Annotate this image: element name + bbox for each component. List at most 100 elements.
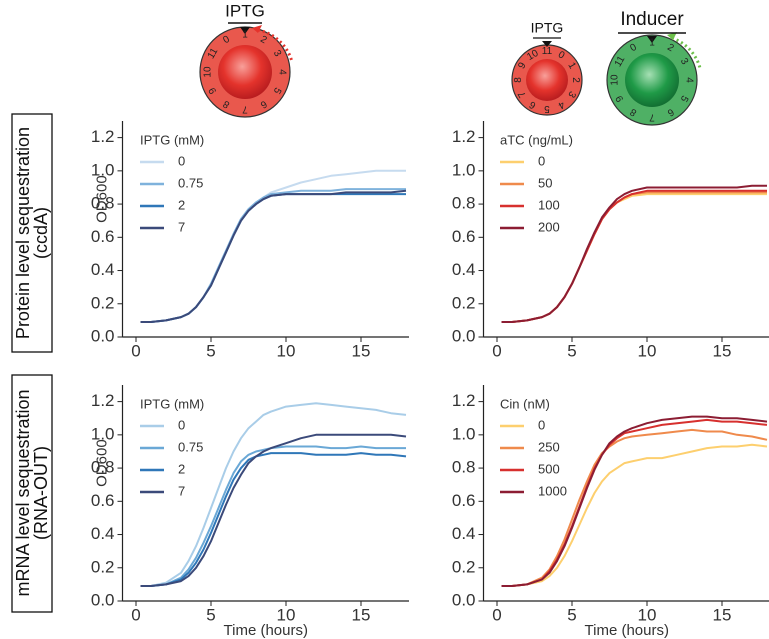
- dial-number: 7: [649, 111, 655, 122]
- y-tick-label: 0.8: [91, 194, 115, 213]
- dial-number: 6: [665, 106, 676, 119]
- series-line: [501, 415, 768, 587]
- dial-number: 7: [516, 89, 529, 100]
- legend-label: 0.75: [178, 439, 203, 454]
- x-tick-label: 10: [277, 605, 296, 624]
- y-axis-label: OD600: [93, 175, 110, 223]
- dial-number: 9: [207, 85, 220, 96]
- y-tick-label: 0.0: [91, 590, 115, 609]
- dial-number: 9: [614, 93, 627, 104]
- legend-label: 50: [538, 175, 552, 190]
- dial-number: 3: [565, 89, 578, 100]
- dial-number: 8: [513, 77, 524, 83]
- legend-label: 500: [538, 461, 560, 476]
- row-label-box: [11, 113, 53, 353]
- dial-number: 2: [258, 34, 269, 47]
- dial-number: 1: [565, 61, 578, 72]
- dial-number: 10: [203, 66, 214, 78]
- dial-number: 8: [628, 106, 639, 119]
- dial-number: 3: [678, 56, 691, 67]
- x-tick-label: 15: [352, 341, 371, 360]
- dial-number: 5: [544, 103, 550, 114]
- legend-label: 250: [538, 439, 560, 454]
- dial-number: 6: [527, 98, 538, 111]
- legend-label: 7: [178, 483, 185, 498]
- y-tick-label: 0.2: [452, 557, 476, 576]
- series-line: [140, 445, 406, 587]
- row-label: mRNA level sequestration: [13, 389, 33, 596]
- y-tick-label: 0.8: [452, 194, 476, 213]
- x-tick-label: 15: [713, 341, 732, 360]
- dial-title: IPTG: [225, 1, 265, 20]
- y-tick-label: 1.2: [91, 391, 115, 410]
- y-tick-label: 1.0: [91, 424, 115, 443]
- legend-label: 7: [178, 219, 185, 234]
- y-tick-label: 0.8: [91, 458, 115, 477]
- y-tick-label: 0.6: [452, 227, 476, 246]
- dial-number: 4: [556, 98, 567, 111]
- y-tick-label: 1.2: [91, 127, 115, 146]
- dial-number: 8: [221, 98, 232, 111]
- x-tick-label: 5: [567, 605, 576, 624]
- dial-green: [606, 32, 702, 126]
- series-line: [140, 402, 407, 587]
- y-tick-label: 0.6: [91, 227, 115, 246]
- series-line: [501, 184, 767, 323]
- y-tick-label: 0.0: [452, 326, 476, 345]
- y-tick-label: 1.2: [452, 391, 476, 410]
- dial-number: 0: [221, 34, 232, 47]
- dial-title: IPTG: [531, 20, 564, 36]
- y-tick-label: 0.4: [91, 524, 115, 543]
- dial-number: 11: [542, 46, 553, 57]
- y-axis-label: OD600: [93, 439, 110, 487]
- y-tick-label: 1.0: [452, 424, 476, 443]
- dial-title: Inducer: [620, 9, 684, 30]
- legend-label: 2: [178, 197, 185, 212]
- y-tick-label: 0.4: [452, 260, 476, 279]
- dial-number: 0: [556, 49, 567, 62]
- legend-label: 1000: [538, 483, 567, 498]
- y-tick-label: 1.2: [452, 127, 476, 146]
- series-line: [140, 189, 407, 323]
- x-tick-label: 10: [638, 605, 657, 624]
- series-line: [140, 433, 407, 587]
- x-tick-label: 5: [567, 341, 576, 360]
- legend-label: 200: [538, 219, 560, 234]
- dial-number: 5: [678, 93, 691, 104]
- dial-number: 4: [683, 77, 694, 83]
- legend-title: aTC (ng/mL): [500, 132, 573, 147]
- x-tick-label: 5: [206, 605, 215, 624]
- dial-number: 5: [271, 85, 284, 96]
- legend-label: 100: [538, 197, 560, 212]
- dial-number: 6: [258, 98, 269, 111]
- dial-number: 9: [516, 60, 529, 71]
- row-label: Protein level sequestration: [13, 127, 33, 339]
- dial-number: 0: [628, 42, 639, 55]
- dial-number: 7: [242, 103, 248, 114]
- legend-label: 0: [538, 153, 545, 168]
- legend-title: IPTG (mM): [140, 396, 204, 411]
- legend-label: 2: [178, 461, 185, 476]
- x-tick-label: 10: [638, 341, 657, 360]
- dial-number: 1: [242, 30, 248, 41]
- dial-number: 10: [525, 48, 541, 63]
- dial-number: 1: [649, 38, 655, 49]
- series-line: [140, 193, 406, 323]
- y-tick-label: 0.6: [452, 491, 476, 510]
- dial-small: [511, 37, 583, 116]
- dial-number: 4: [276, 69, 287, 75]
- x-tick-label: 0: [492, 605, 501, 624]
- series-line: [501, 443, 768, 587]
- y-tick-label: 0.6: [91, 491, 115, 510]
- legend-label: 0: [178, 417, 185, 432]
- y-tick-label: 1.0: [91, 160, 115, 179]
- series-line: [140, 452, 407, 587]
- x-tick-label: 15: [713, 605, 732, 624]
- y-tick-label: 0.4: [452, 524, 476, 543]
- y-tick-label: 0.2: [452, 293, 476, 312]
- x-tick-label: 15: [352, 605, 371, 624]
- row-label: (ccdA): [31, 207, 51, 259]
- y-tick-label: 0.2: [91, 293, 115, 312]
